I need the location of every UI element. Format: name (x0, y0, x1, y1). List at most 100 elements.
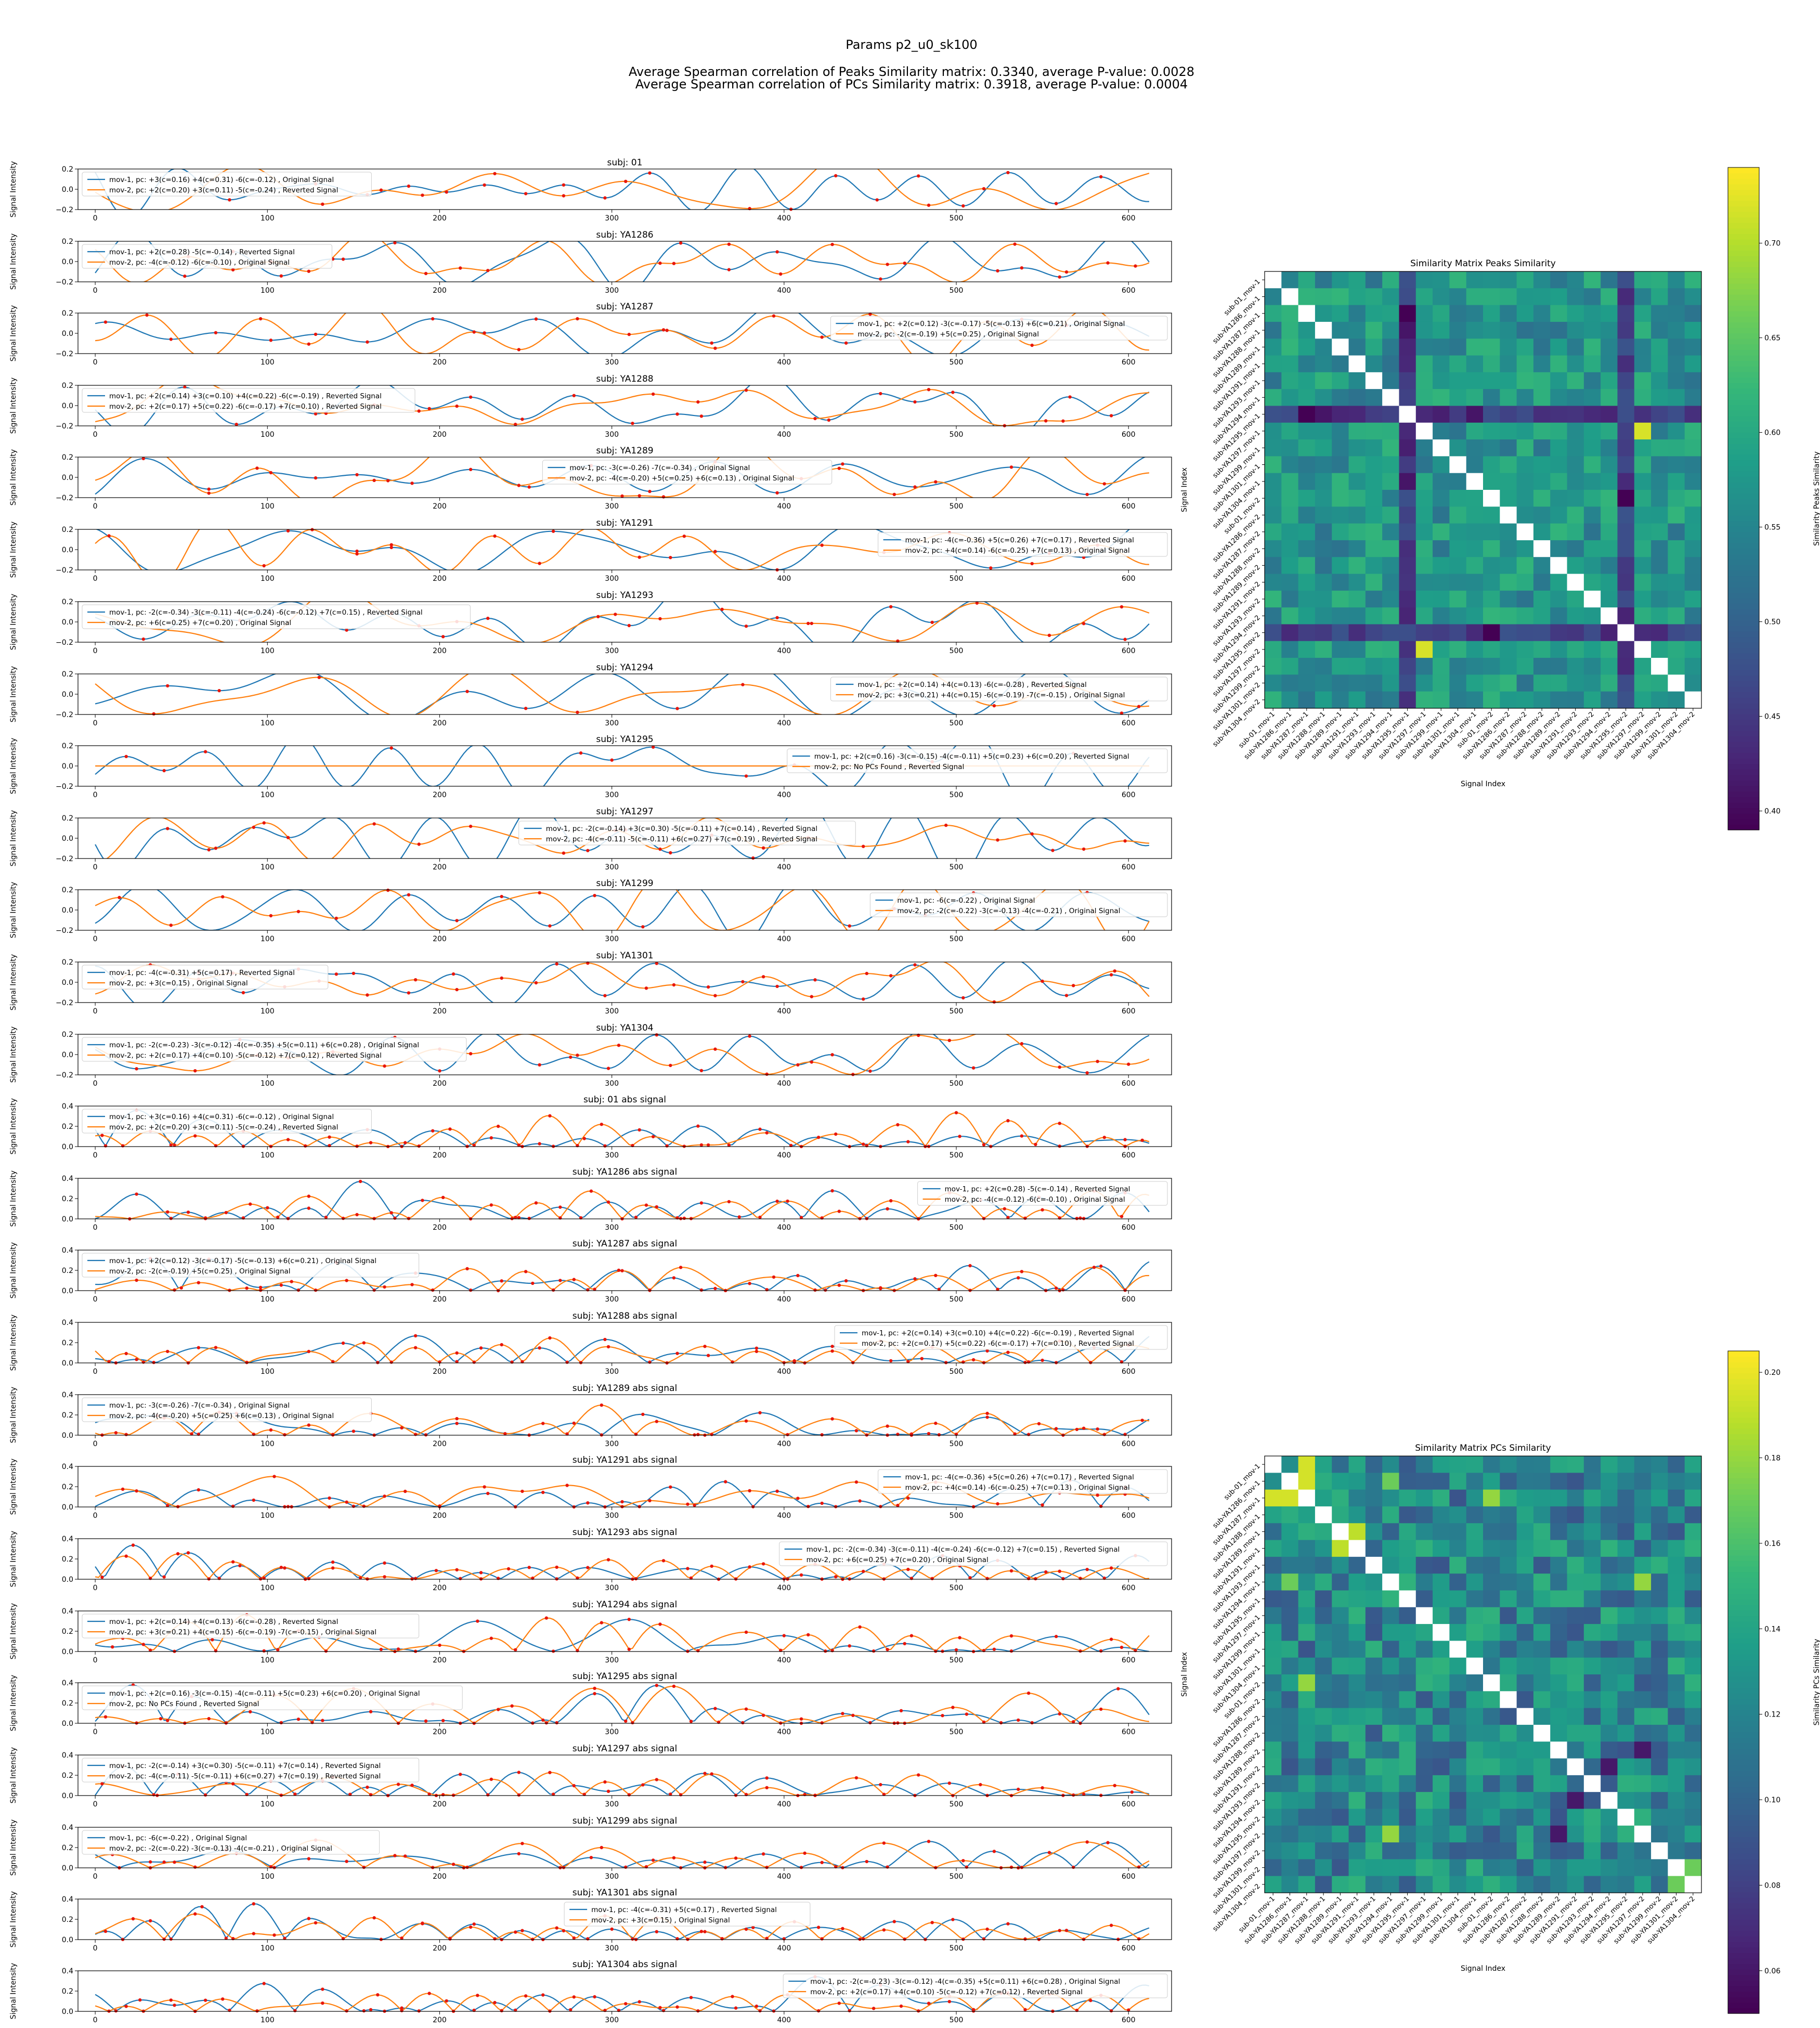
peak-marker (103, 1715, 108, 1719)
colorbar-segment (1728, 1455, 1759, 1462)
heatmap-cell (1415, 422, 1433, 440)
peak-marker (169, 337, 173, 341)
heatmap-cell (1466, 540, 1484, 557)
heatmap-cell (1315, 674, 1332, 692)
peak-marker (455, 1351, 459, 1355)
y-tick-label: 0.0 (62, 691, 73, 699)
peak-marker (1054, 1427, 1058, 1431)
y-tick-label: 0.2 (62, 814, 73, 823)
peak-marker (448, 1127, 452, 1131)
peak-marker (173, 1143, 176, 1147)
heatmap-cell (1298, 1691, 1316, 1709)
colorbar-segment (1728, 802, 1759, 809)
heatmap-cell (1651, 1607, 1668, 1624)
heatmap-cell (1332, 439, 1349, 457)
colorbar-segment (1728, 333, 1759, 339)
heatmap-cell (1684, 389, 1702, 406)
heatmap-cell (1332, 691, 1349, 709)
peak-marker (100, 1575, 104, 1579)
peak-marker (951, 391, 955, 394)
peak-marker (896, 1721, 900, 1725)
suptitle-line: Average Spearman correlation of PCs Simi… (635, 77, 1188, 92)
peak-marker (755, 1346, 759, 1350)
colorbar-segment (1728, 272, 1759, 278)
peak-marker (207, 1717, 211, 1721)
heatmap-cell (1382, 1473, 1399, 1490)
heatmap-cell (1466, 590, 1484, 608)
colorbar-segment (1728, 211, 1759, 218)
peak-marker (596, 615, 600, 619)
heatmap-cell (1601, 574, 1618, 591)
peak-marker (899, 1709, 903, 1712)
peak-marker (765, 1072, 769, 1076)
heatmap-cell (1298, 506, 1316, 524)
heatmap-cell (1483, 624, 1500, 642)
heatmap-cell (1634, 1842, 1652, 1860)
peak-marker (813, 417, 817, 421)
colorbar-segment (1728, 1869, 1759, 1876)
peak-marker (341, 1216, 345, 1220)
peak-marker (421, 193, 424, 197)
heatmap-cell (1651, 1708, 1668, 1725)
peak-marker (761, 975, 765, 979)
peak-marker (1109, 1566, 1113, 1570)
heatmap-cell (1516, 674, 1534, 692)
peak-marker (710, 1433, 713, 1436)
heatmap-cell (1483, 1506, 1500, 1524)
peak-marker (293, 1792, 297, 1796)
heatmap-cell (1449, 1842, 1467, 1860)
peak-marker (510, 1704, 514, 1708)
heatmap-cell (1466, 1758, 1484, 1776)
peak-marker (448, 1937, 452, 1941)
heatmap-cell (1399, 590, 1416, 608)
legend-entry: mov-2, pc: +2(c=0.20) +3(c=0.11) -5(c=-0… (109, 186, 338, 194)
heatmap-cell (1500, 406, 1517, 423)
peak-marker (124, 1433, 128, 1436)
peak-marker (348, 1792, 352, 1796)
heatmap-cell (1601, 523, 1618, 541)
peak-marker (775, 616, 779, 620)
signal-panel: subj: 010 100 200 300 400 500 6000.20.0−0.2Sig… (9, 158, 1172, 223)
peak-marker (355, 473, 359, 477)
heatmap-cell (1348, 1641, 1366, 1658)
peak-marker (699, 1930, 704, 1933)
peak-marker (875, 198, 879, 202)
y-axis-label: Signal Intensity (9, 449, 18, 505)
heatmap-cell (1516, 271, 1534, 289)
colorbar-segment (1728, 1798, 1759, 1804)
y-tick-label: 0.2 (62, 598, 73, 606)
peak-marker (1099, 1264, 1103, 1268)
peak-marker (465, 690, 469, 693)
peak-marker (954, 1111, 958, 1114)
heatmap-cell (1382, 422, 1399, 440)
heatmap-cell (1668, 305, 1685, 322)
peak-marker (841, 1712, 844, 1715)
peak-marker (224, 1211, 228, 1215)
heatmap-cell (1399, 1876, 1416, 1893)
heatmap-cell (1466, 406, 1484, 423)
heatmap-cell (1281, 1691, 1299, 1709)
heatmap-cell (1500, 1674, 1517, 1692)
heatmap-cell (1433, 557, 1450, 575)
colorbar-segment (1728, 1776, 1759, 1782)
x-tick-label: 500 (950, 2016, 964, 2024)
heatmap-cell (1651, 288, 1668, 306)
peak-marker (792, 1359, 796, 1363)
peak-marker (135, 1192, 138, 1196)
heatmap-cell (1651, 372, 1668, 389)
heatmap-cell (1399, 1473, 1416, 1490)
legend-entry: mov-2, pc: +3(c=0.21) +4(c=0.15) -6(c=-0… (857, 691, 1125, 699)
heatmap-cell (1583, 1825, 1601, 1843)
heatmap-cell (1601, 540, 1618, 557)
peak-marker (1009, 465, 1013, 469)
signal-panels: subj: 010 100 200 300 400 500 6000.20.0−0.2Sig… (9, 158, 1172, 2024)
peak-marker (1058, 1065, 1061, 1069)
heatmap-cell (1466, 1741, 1484, 1759)
heatmap-cell (1550, 1792, 1568, 1809)
heatmap-cell (1651, 1775, 1668, 1792)
heatmap-cell (1634, 1506, 1652, 1524)
heatmap-cell (1601, 1758, 1618, 1776)
peak-marker (131, 1917, 135, 1921)
peak-marker (954, 1648, 958, 1652)
